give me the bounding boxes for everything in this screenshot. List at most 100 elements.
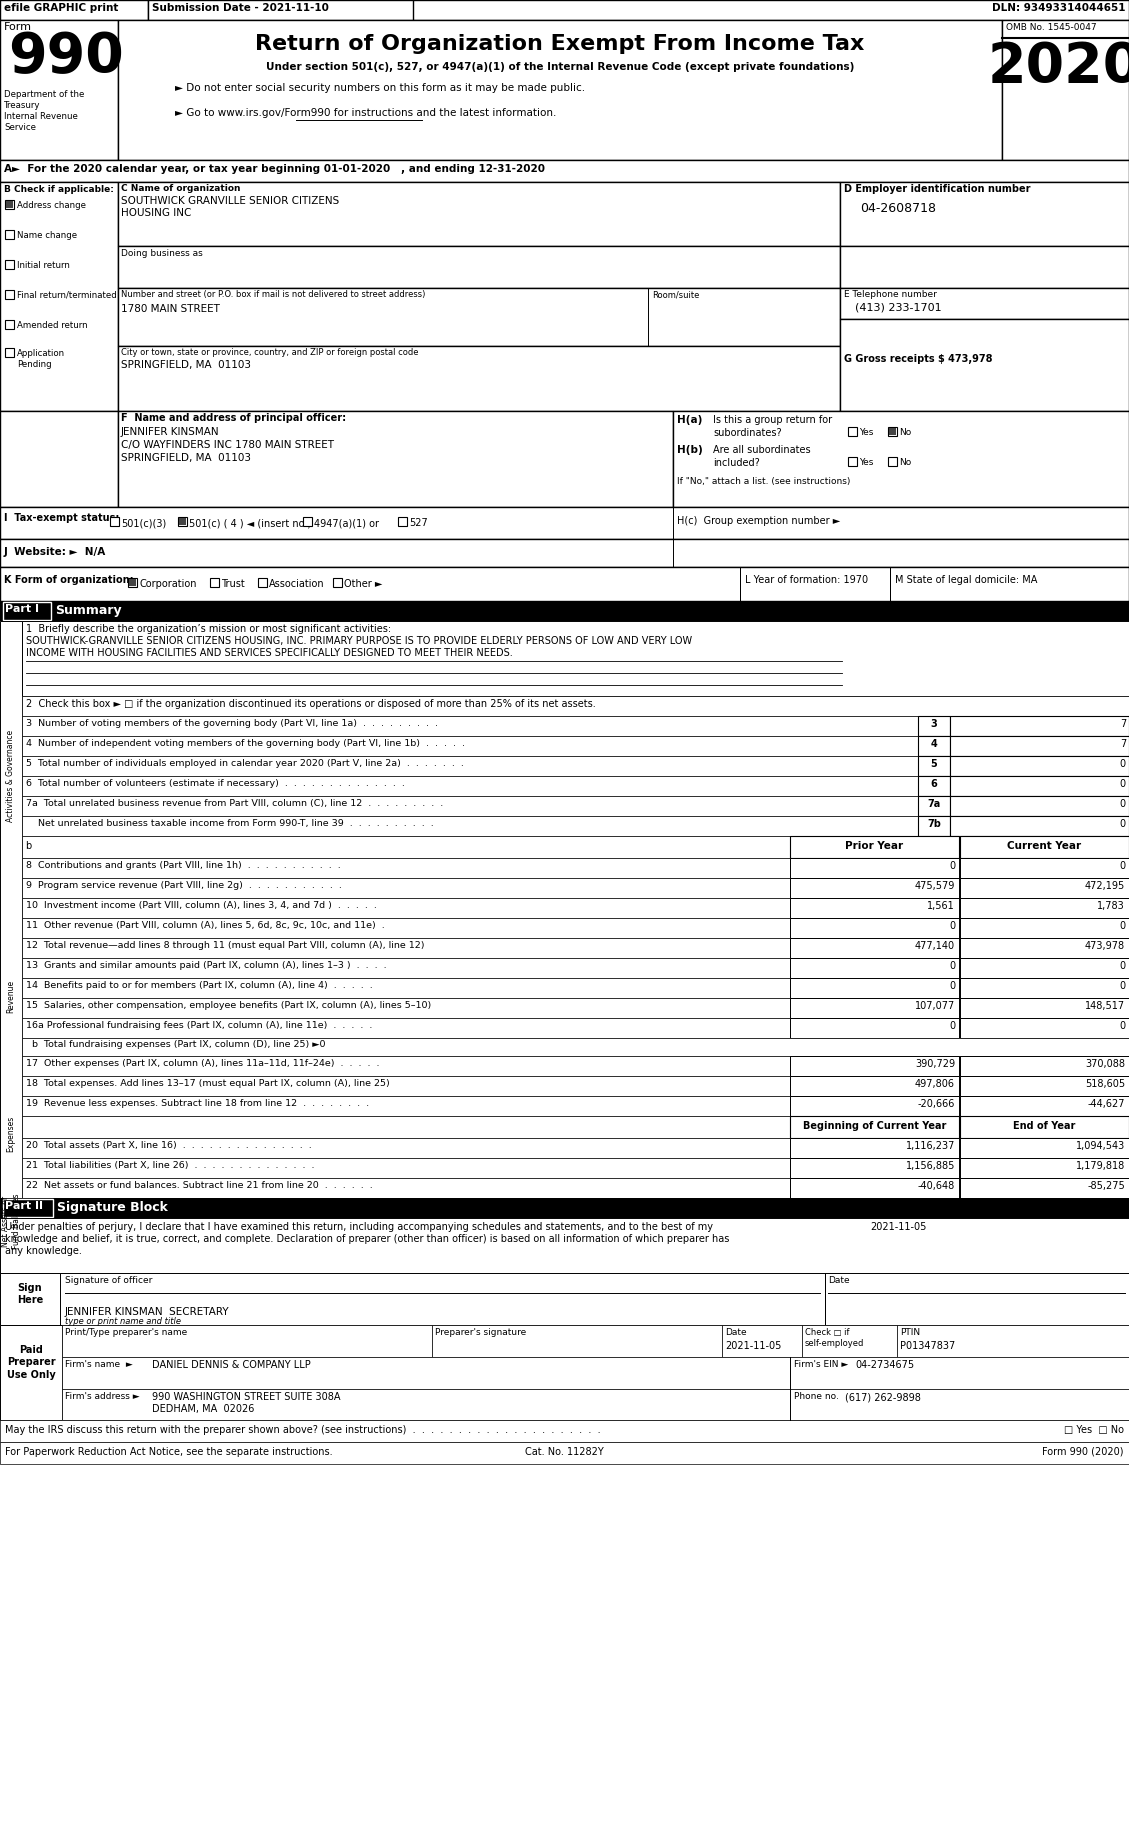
Bar xyxy=(0,0,148,20)
Bar xyxy=(840,183,1129,247)
Text: 501(c)(3): 501(c)(3) xyxy=(121,519,166,528)
Text: 8  Contributions and grants (Part VIII, line 1h)  .  .  .  .  .  .  .  .  .  .  : 8 Contributions and grants (Part VIII, l… xyxy=(26,861,341,870)
Text: 1  Briefly describe the organization’s mission or most significant activities:: 1 Briefly describe the organization’s mi… xyxy=(26,625,391,634)
Bar xyxy=(960,1056,1129,1076)
Text: Under section 501(c), 527, or 4947(a)(1) of the Internal Revenue Code (except pr: Under section 501(c), 527, or 4947(a)(1)… xyxy=(265,62,855,71)
Bar xyxy=(21,1158,790,1178)
Text: -40,648: -40,648 xyxy=(918,1180,955,1191)
Bar xyxy=(0,1273,1129,1325)
Bar xyxy=(21,776,918,797)
Bar xyxy=(6,201,14,208)
Text: ► Go to www.irs.gov/Form990 for instructions and the latest information.: ► Go to www.irs.gov/Form990 for instruct… xyxy=(175,108,557,119)
Text: SPRINGFIELD, MA  01103: SPRINGFIELD, MA 01103 xyxy=(121,453,251,462)
Bar xyxy=(790,1158,959,1178)
Text: For Paperwork Reduction Act Notice, see the separate instructions.: For Paperwork Reduction Act Notice, see … xyxy=(5,1447,333,1456)
Text: No: No xyxy=(899,428,911,437)
Text: Part I: Part I xyxy=(5,605,40,614)
Text: 0: 0 xyxy=(1119,981,1124,990)
Bar xyxy=(790,899,959,917)
Bar xyxy=(960,1096,1129,1116)
Bar xyxy=(949,817,1129,837)
Bar xyxy=(960,1158,1129,1178)
Text: 497,806: 497,806 xyxy=(914,1080,955,1089)
Text: b  Total fundraising expenses (Part IX, column (D), line 25) ►0: b Total fundraising expenses (Part IX, c… xyxy=(26,1040,325,1049)
Text: Here: Here xyxy=(17,1295,43,1304)
Bar xyxy=(210,577,219,586)
Text: Submission Date - 2021-11-10: Submission Date - 2021-11-10 xyxy=(152,4,329,13)
Text: 7: 7 xyxy=(1120,720,1126,729)
Bar xyxy=(790,1138,959,1158)
Bar xyxy=(790,977,959,998)
Bar xyxy=(303,517,312,526)
Bar xyxy=(840,320,1129,411)
Bar xyxy=(960,1018,1129,1038)
Text: INCOME WITH HOUSING FACILITIES AND SERVICES SPECIFICALLY DESIGNED TO MEET THEIR : INCOME WITH HOUSING FACILITIES AND SERVI… xyxy=(26,649,513,658)
Bar xyxy=(918,776,949,797)
Bar xyxy=(889,428,896,435)
Text: ► Do not enter social security numbers on this form as it may be made public.: ► Do not enter social security numbers o… xyxy=(175,82,585,93)
Text: HOUSING INC: HOUSING INC xyxy=(121,208,192,217)
Text: Net unrelated business taxable income from Form 990-T, line 39  .  .  .  .  .  .: Net unrelated business taxable income fr… xyxy=(26,818,434,828)
Text: 4  Number of independent voting members of the governing body (Part VI, line 1b): 4 Number of independent voting members o… xyxy=(26,738,465,747)
Bar xyxy=(790,1076,959,1096)
Text: 0: 0 xyxy=(948,961,955,970)
Bar xyxy=(119,289,840,345)
Bar xyxy=(790,837,959,859)
Text: 6: 6 xyxy=(930,778,937,789)
Text: -85,275: -85,275 xyxy=(1087,1180,1124,1191)
Text: 21  Total liabilities (Part X, line 26)  .  .  .  .  .  .  .  .  .  .  .  .  .  : 21 Total liabilities (Part X, line 26) .… xyxy=(26,1160,315,1169)
Bar xyxy=(21,1076,790,1096)
Text: Form: Form xyxy=(5,22,32,33)
Bar xyxy=(21,859,790,879)
Bar xyxy=(0,1420,1129,1442)
Text: 2020: 2020 xyxy=(988,40,1129,93)
Text: 22  Net assets or fund balances. Subtract line 21 from line 20  .  .  .  .  .  .: 22 Net assets or fund balances. Subtract… xyxy=(26,1180,373,1189)
Text: Current Year: Current Year xyxy=(1007,840,1082,851)
Bar xyxy=(802,1325,898,1357)
Text: K Form of organization:: K Form of organization: xyxy=(5,576,133,585)
Text: Form 990 (2020): Form 990 (2020) xyxy=(1042,1447,1124,1456)
Bar xyxy=(3,603,51,619)
Text: 370,088: 370,088 xyxy=(1085,1060,1124,1069)
Bar xyxy=(129,579,135,586)
Text: Date: Date xyxy=(828,1275,850,1284)
Text: Paid
Preparer
Use Only: Paid Preparer Use Only xyxy=(7,1345,55,1379)
Bar xyxy=(21,899,790,917)
Text: 14  Benefits paid to or for members (Part IX, column (A), line 4)  .  .  .  .  .: 14 Benefits paid to or for members (Part… xyxy=(26,981,373,990)
Text: 04-2608718: 04-2608718 xyxy=(860,203,936,216)
Bar xyxy=(0,161,1129,183)
Text: Trust: Trust xyxy=(221,579,245,588)
Text: I  Tax-exempt status:: I Tax-exempt status: xyxy=(5,513,120,523)
Text: 501(c) ( 4 ) ◄ (insert no.): 501(c) ( 4 ) ◄ (insert no.) xyxy=(189,519,312,528)
Text: OMB No. 1545-0047: OMB No. 1545-0047 xyxy=(1006,24,1096,33)
Text: SOUTHWICK GRANVILLE SENIOR CITIZENS: SOUTHWICK GRANVILLE SENIOR CITIZENS xyxy=(121,195,339,206)
Text: 1780 MAIN STREET: 1780 MAIN STREET xyxy=(121,303,220,314)
Bar xyxy=(918,716,949,736)
Text: 1,179,818: 1,179,818 xyxy=(1076,1160,1124,1171)
Text: Print/Type preparer's name: Print/Type preparer's name xyxy=(65,1328,187,1337)
Text: Part II: Part II xyxy=(5,1200,43,1211)
Bar xyxy=(21,716,918,736)
Bar xyxy=(848,428,857,437)
Text: 527: 527 xyxy=(409,519,428,528)
Bar xyxy=(0,411,119,508)
Bar xyxy=(62,1325,432,1357)
Text: Name change: Name change xyxy=(17,230,77,239)
Bar xyxy=(790,879,959,899)
Text: -20,666: -20,666 xyxy=(918,1100,955,1109)
Text: included?: included? xyxy=(714,459,760,468)
Text: 518,605: 518,605 xyxy=(1085,1080,1124,1089)
Text: 15  Salaries, other compensation, employee benefits (Part IX, column (A), lines : 15 Salaries, other compensation, employe… xyxy=(26,1001,431,1010)
Bar xyxy=(0,0,1129,20)
Text: Other ►: Other ► xyxy=(344,579,383,588)
Text: Number and street (or P.O. box if mail is not delivered to street address): Number and street (or P.O. box if mail i… xyxy=(121,290,426,300)
Bar xyxy=(21,817,918,837)
Bar xyxy=(119,20,1003,161)
Text: Firm's EIN ►: Firm's EIN ► xyxy=(794,1359,848,1368)
Text: 4947(a)(1) or: 4947(a)(1) or xyxy=(314,519,379,528)
Text: Signature of officer: Signature of officer xyxy=(65,1275,152,1284)
Bar xyxy=(960,859,1129,879)
Text: Prior Year: Prior Year xyxy=(846,840,903,851)
Bar xyxy=(21,1116,790,1138)
Text: F  Name and address of principal officer:: F Name and address of principal officer: xyxy=(121,413,347,424)
